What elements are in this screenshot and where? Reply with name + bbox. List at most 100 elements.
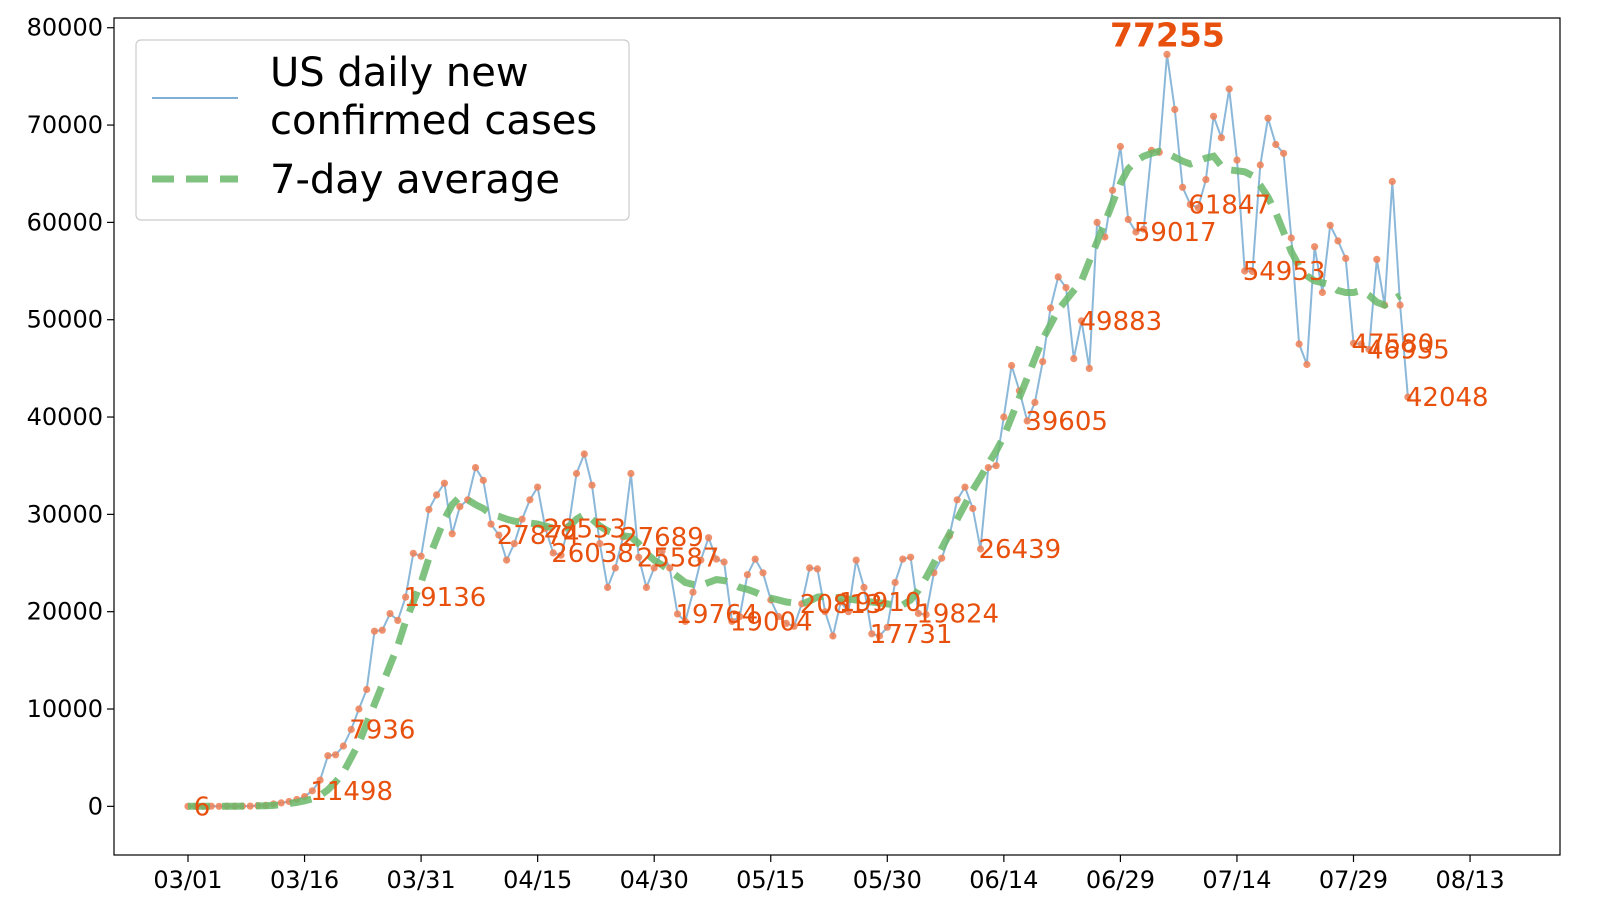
- data-point: [604, 583, 612, 592]
- data-label: 19764: [676, 600, 759, 630]
- x-tick-label: 03/16: [270, 866, 339, 894]
- data-point: [883, 623, 891, 631]
- y-tick-label: 80000: [27, 14, 103, 42]
- data-point: [456, 503, 464, 511]
- data-label: 28553: [543, 514, 626, 544]
- data-point: [1171, 105, 1179, 114]
- data-point: [1318, 288, 1326, 297]
- data-point: [720, 558, 728, 566]
- data-point: [1023, 417, 1031, 425]
- data-point: [1179, 183, 1187, 191]
- x-tick-label: 05/30: [853, 866, 922, 894]
- data-point: [992, 462, 1000, 470]
- data-point: [518, 515, 526, 523]
- data-point: [479, 476, 487, 484]
- data-label: 27689: [621, 523, 704, 553]
- data-point: [440, 479, 448, 487]
- data-point: [549, 549, 557, 557]
- data-point: [1365, 345, 1373, 354]
- data-point: [666, 564, 674, 572]
- data-point: [891, 578, 899, 587]
- data-point: [534, 483, 542, 491]
- y-tick-label: 50000: [27, 306, 103, 334]
- data-point: [1342, 254, 1350, 262]
- data-point: [1373, 255, 1381, 263]
- data-point: [1349, 339, 1358, 347]
- data-label: 39605: [1025, 407, 1108, 437]
- data-label: 26038: [551, 539, 634, 569]
- data-point: [611, 564, 619, 572]
- x-tick-label: 05/15: [736, 866, 805, 894]
- data-label: 42048: [1406, 383, 1489, 413]
- data-label: 19910: [839, 588, 922, 618]
- data-point: [596, 540, 604, 548]
- data-point: [976, 545, 985, 553]
- data-label: 49883: [1080, 307, 1163, 337]
- data-point: [961, 483, 969, 491]
- series-line-7-day-average: [188, 147, 1402, 810]
- x-tick-label: 07/14: [1202, 866, 1271, 894]
- data-point: [712, 555, 721, 563]
- data-point: [1039, 358, 1047, 366]
- data-point: [1311, 243, 1319, 251]
- data-label: 46935: [1367, 336, 1450, 366]
- x-tick-label: 03/01: [153, 866, 222, 894]
- data-point: [526, 496, 534, 504]
- y-tick-label: 20000: [27, 598, 103, 626]
- data-point: [1109, 186, 1117, 194]
- average-layer: [188, 147, 1402, 810]
- data-point: [907, 553, 915, 561]
- data-point: [821, 608, 829, 616]
- data-point: [790, 622, 798, 630]
- data-point: [774, 613, 783, 621]
- y-tick-label: 60000: [27, 208, 103, 236]
- data-label: 6: [194, 792, 211, 822]
- data-point: [1225, 85, 1233, 93]
- data-point: [635, 553, 643, 561]
- data-point: [588, 481, 596, 489]
- data-point: [1077, 317, 1086, 325]
- y-tick-label: 40000: [27, 403, 103, 431]
- data-label: 19136: [404, 583, 487, 613]
- data-point: [1163, 50, 1171, 59]
- data-point: [409, 549, 417, 557]
- data-label: 19004: [730, 607, 813, 637]
- data-point: [922, 611, 930, 619]
- data-point: [813, 565, 822, 573]
- data-point: [1186, 200, 1194, 208]
- data-point: [1000, 413, 1008, 421]
- data-point: [875, 632, 884, 640]
- data-point: [487, 520, 495, 528]
- data-point: [642, 583, 651, 592]
- legend-label-daily: confirmed cases: [270, 98, 597, 144]
- data-label: 25587: [637, 543, 720, 573]
- data-point: [782, 619, 790, 628]
- data-point: [1396, 301, 1404, 309]
- data-point: [1210, 112, 1218, 120]
- x-tick-label: 06/29: [1086, 866, 1155, 894]
- data-label: 17731: [870, 620, 953, 650]
- data-point: [1070, 355, 1078, 363]
- data-label: 19824: [916, 599, 999, 629]
- data-point: [308, 787, 316, 795]
- data-point: [1272, 140, 1280, 149]
- data-point: [1085, 364, 1093, 372]
- data-point: [433, 491, 441, 499]
- data-point: [215, 802, 223, 810]
- data-point: [471, 464, 480, 472]
- data-point: [1008, 361, 1016, 370]
- data-label: 26439: [979, 535, 1062, 565]
- y-tick-label: 10000: [27, 695, 103, 723]
- data-label: 61847: [1188, 190, 1271, 220]
- data-point: [246, 802, 254, 810]
- data-point: [417, 552, 425, 560]
- data-point: [1062, 284, 1070, 292]
- data-point: [673, 610, 682, 618]
- data-point: [580, 450, 588, 458]
- data-point: [425, 505, 433, 514]
- data-point: [363, 685, 371, 694]
- data-point: [681, 617, 689, 626]
- data-point: [844, 608, 853, 616]
